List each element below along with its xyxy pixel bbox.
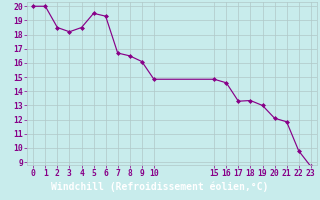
Text: Windchill (Refroidissement éolien,°C): Windchill (Refroidissement éolien,°C) xyxy=(51,182,269,192)
